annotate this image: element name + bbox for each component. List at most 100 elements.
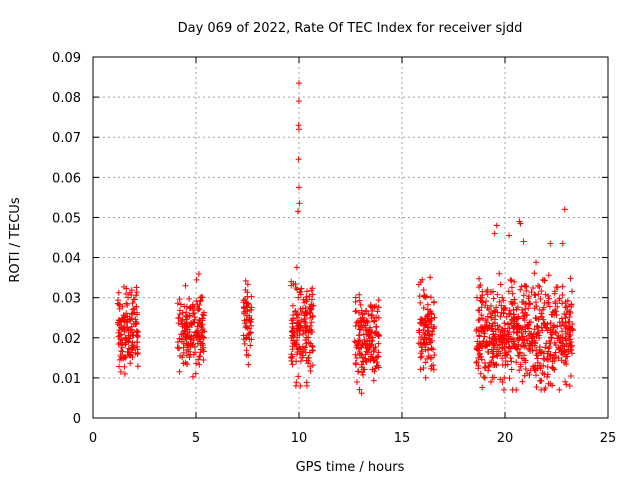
data-point <box>303 293 310 300</box>
data-point <box>247 306 254 313</box>
data-point <box>539 314 546 321</box>
data-point <box>569 342 576 349</box>
data-point <box>537 296 544 303</box>
x-axis-label: GPS time / hours <box>296 460 405 475</box>
data-point <box>248 322 255 329</box>
data-point <box>481 374 488 381</box>
data-point <box>511 278 518 285</box>
data-point <box>513 386 520 393</box>
data-point <box>475 354 482 361</box>
data-point <box>420 293 427 300</box>
data-point <box>359 371 366 378</box>
data-point <box>519 309 526 316</box>
data-point <box>493 222 500 229</box>
data-point <box>510 338 517 345</box>
data-point <box>430 346 437 353</box>
data-point <box>374 308 381 315</box>
data-point <box>358 318 365 325</box>
data-point <box>483 298 490 305</box>
data-point <box>305 334 312 341</box>
data-point <box>430 299 437 306</box>
data-point <box>193 360 200 367</box>
data-point <box>475 365 482 372</box>
data-point <box>563 303 570 310</box>
data-point <box>519 324 526 331</box>
data-point <box>294 334 301 341</box>
data-point <box>504 328 511 335</box>
data-point <box>538 377 545 384</box>
data-point <box>118 337 125 344</box>
y-tick-label: 0.04 <box>52 252 81 267</box>
data-point <box>552 298 559 305</box>
data-point <box>308 296 315 303</box>
data-point <box>475 307 482 314</box>
data-point <box>288 282 295 289</box>
data-point <box>363 358 370 365</box>
data-point <box>510 325 517 332</box>
data-point <box>562 298 569 305</box>
data-point <box>244 289 251 296</box>
data-point <box>374 359 381 366</box>
data-point <box>127 332 134 339</box>
data-point <box>499 339 506 346</box>
data-point <box>189 373 196 380</box>
data-point <box>487 310 494 317</box>
data-point <box>490 353 497 360</box>
data-point <box>186 312 193 319</box>
data-point <box>545 295 552 302</box>
data-point <box>535 334 542 341</box>
data-point <box>562 325 569 332</box>
data-point <box>352 323 359 330</box>
data-point <box>189 310 196 317</box>
data-point <box>550 324 557 331</box>
data-point <box>513 306 520 313</box>
data-point <box>491 316 498 323</box>
data-point <box>177 301 184 308</box>
data-point <box>417 340 424 347</box>
y-tick-label: 0.05 <box>52 211 81 226</box>
data-point <box>187 335 194 342</box>
data-point <box>523 287 530 294</box>
data-point <box>118 355 125 362</box>
data-point <box>195 270 202 277</box>
data-point <box>512 344 519 351</box>
data-point <box>356 326 363 333</box>
data-point <box>496 270 503 277</box>
data-point <box>199 315 206 322</box>
data-point <box>551 352 558 359</box>
data-point <box>561 321 568 328</box>
data-point <box>489 354 496 361</box>
data-point <box>536 344 543 351</box>
data-point <box>298 348 305 355</box>
data-point <box>540 316 547 323</box>
x-tick-label: 0 <box>89 431 97 446</box>
data-point <box>499 327 506 334</box>
data-point <box>553 284 560 291</box>
data-point <box>520 238 527 245</box>
data-point <box>526 371 533 378</box>
data-point <box>293 379 300 386</box>
data-point <box>531 367 538 374</box>
data-point <box>479 299 486 306</box>
data-point <box>369 366 376 373</box>
data-point <box>309 312 316 319</box>
data-point <box>536 362 543 369</box>
data-point <box>119 316 126 323</box>
data-point <box>242 324 249 331</box>
data-point <box>556 295 563 302</box>
data-point <box>557 323 564 330</box>
data-point <box>479 315 486 322</box>
data-point <box>556 338 563 345</box>
data-point <box>517 220 524 227</box>
data-point <box>418 353 425 360</box>
data-point <box>491 308 498 315</box>
data-point <box>422 359 429 366</box>
data-point <box>243 347 250 354</box>
data-point <box>491 374 498 381</box>
data-point <box>481 360 488 367</box>
data-point <box>298 317 305 324</box>
data-point <box>196 306 203 313</box>
data-point <box>534 330 541 337</box>
data-point <box>521 372 528 379</box>
